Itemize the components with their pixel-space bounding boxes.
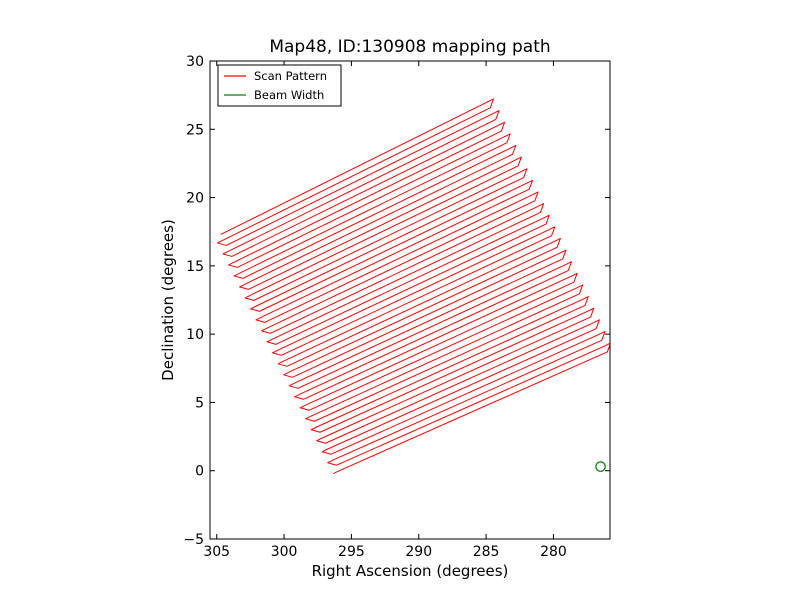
y-tick-label: −5 xyxy=(183,532,204,548)
scan-pattern-path xyxy=(216,98,610,475)
legend-label-beam-width: Beam Width xyxy=(254,88,324,102)
legend-label-scan-pattern: Scan Pattern xyxy=(254,69,327,83)
x-axis-label: Right Ascension (degrees) xyxy=(312,562,509,580)
x-tick-label: 305 xyxy=(203,544,230,560)
y-axis-label: Declination (degrees) xyxy=(159,219,177,381)
x-tick-label: 280 xyxy=(540,544,567,560)
series-group xyxy=(216,98,610,475)
y-tick-label: 5 xyxy=(195,395,204,411)
x-tick-label: 295 xyxy=(338,544,365,560)
y-tick-label: 15 xyxy=(186,259,204,275)
chart-title: Map48, ID:130908 mapping path xyxy=(269,37,550,57)
y-tick-label: 30 xyxy=(186,54,204,70)
beam-width-circle xyxy=(595,461,606,472)
y-tick-label: 0 xyxy=(195,464,204,480)
legend-box xyxy=(217,64,342,107)
y-tick-label: 25 xyxy=(186,122,204,138)
plot-area: 305 300 295 290 285 280 −5 0 5 10 15 20 25 30 xyxy=(183,54,611,560)
x-tick-label: 300 xyxy=(271,544,298,560)
plot-frame xyxy=(209,60,611,540)
x-tick-label: 285 xyxy=(473,544,500,560)
y-tick-label: 10 xyxy=(186,327,204,343)
legend: Scan Pattern Beam Width xyxy=(217,64,342,107)
y-tick-label: 20 xyxy=(186,191,204,207)
x-tick-label: 290 xyxy=(405,544,432,560)
